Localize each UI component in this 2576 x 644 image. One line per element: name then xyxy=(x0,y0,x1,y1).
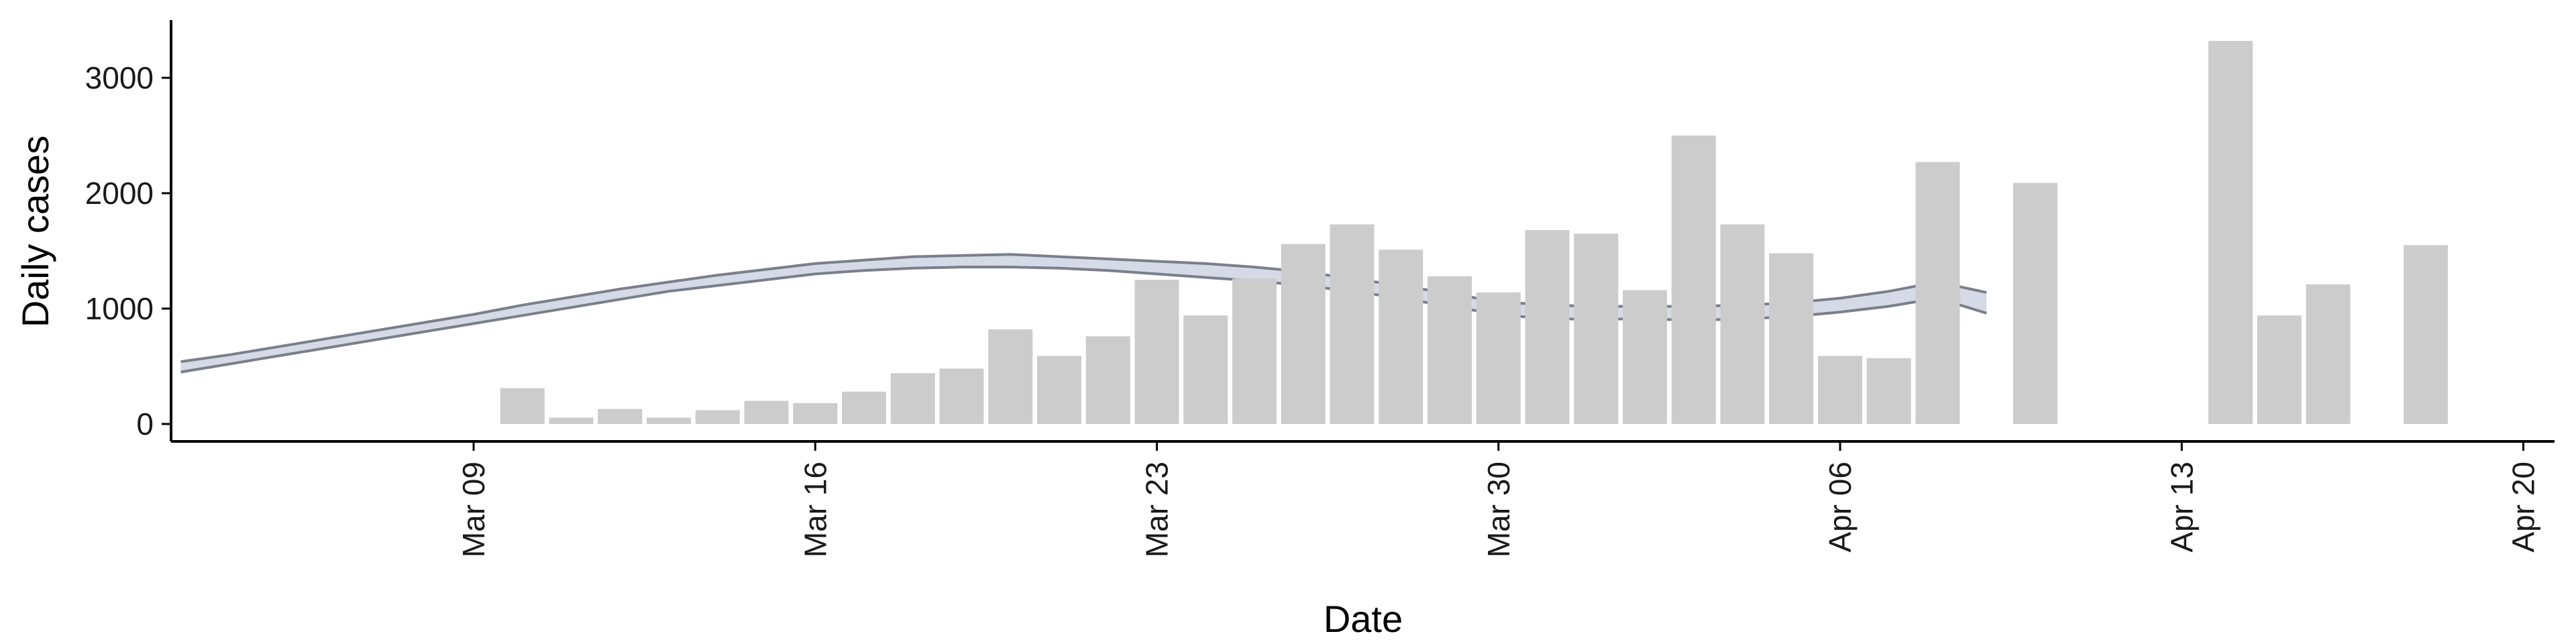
case-bar xyxy=(1915,162,1960,424)
case-bar xyxy=(842,391,886,424)
x-tick-label: Mar 09 xyxy=(456,462,491,557)
case-bar xyxy=(1232,278,1277,424)
x-tick-label: Apr 06 xyxy=(1823,462,1858,553)
case-bar xyxy=(1330,224,1375,424)
case-bar xyxy=(1183,315,1228,424)
case-bar xyxy=(2208,40,2253,424)
case-bar xyxy=(1525,230,1570,424)
y-ticks: 0 1000 2000 3000 xyxy=(85,60,171,441)
y-axis-title: Daily cases xyxy=(14,136,56,327)
case-bar xyxy=(939,368,984,424)
case-bar xyxy=(1037,356,1081,424)
case-bar xyxy=(1428,276,1472,424)
x-tick-label: Mar 23 xyxy=(1140,462,1175,557)
y-tick-label: 0 xyxy=(136,407,154,441)
case-bar xyxy=(744,400,789,424)
x-tick-label: Mar 16 xyxy=(798,462,833,557)
case-bar xyxy=(793,403,838,424)
case-bar xyxy=(1623,290,1667,424)
case-bar xyxy=(647,417,691,424)
x-tick-label: Apr 13 xyxy=(2164,462,2199,553)
case-bar xyxy=(500,388,545,424)
case-bar xyxy=(1769,253,1814,424)
case-bar xyxy=(598,409,643,424)
case-bar xyxy=(1720,224,1765,424)
case-bar xyxy=(2306,284,2351,424)
case-bar xyxy=(695,410,740,424)
case-bar xyxy=(1866,358,1911,424)
case-bar xyxy=(1379,250,1424,424)
bar-layer xyxy=(500,40,2448,424)
case-bar xyxy=(1818,356,1862,424)
case-bar xyxy=(1281,244,1326,424)
case-bar xyxy=(1476,292,1521,424)
x-tick-label: Apr 20 xyxy=(2506,462,2541,553)
case-bar xyxy=(2404,245,2448,424)
case-bar xyxy=(1085,336,1130,424)
case-bar xyxy=(988,329,1033,424)
case-bar xyxy=(1574,233,1619,424)
case-bar xyxy=(549,417,594,424)
case-bar xyxy=(1671,136,1716,424)
case-bar xyxy=(1134,280,1179,424)
x-ticks: Mar 09 Mar 16 Mar 23 Mar 30 Apr 06 Apr 13 Apr … xyxy=(456,441,2541,557)
y-tick-label: 1000 xyxy=(85,291,154,326)
case-bar xyxy=(890,373,935,424)
x-tick-label: Mar 30 xyxy=(1481,462,1516,557)
y-tick-label: 2000 xyxy=(85,176,154,211)
case-bar xyxy=(2013,182,2057,424)
x-axis-title: Date xyxy=(1324,598,1403,640)
y-tick-label: 3000 xyxy=(85,60,154,95)
case-bar xyxy=(2257,315,2302,424)
